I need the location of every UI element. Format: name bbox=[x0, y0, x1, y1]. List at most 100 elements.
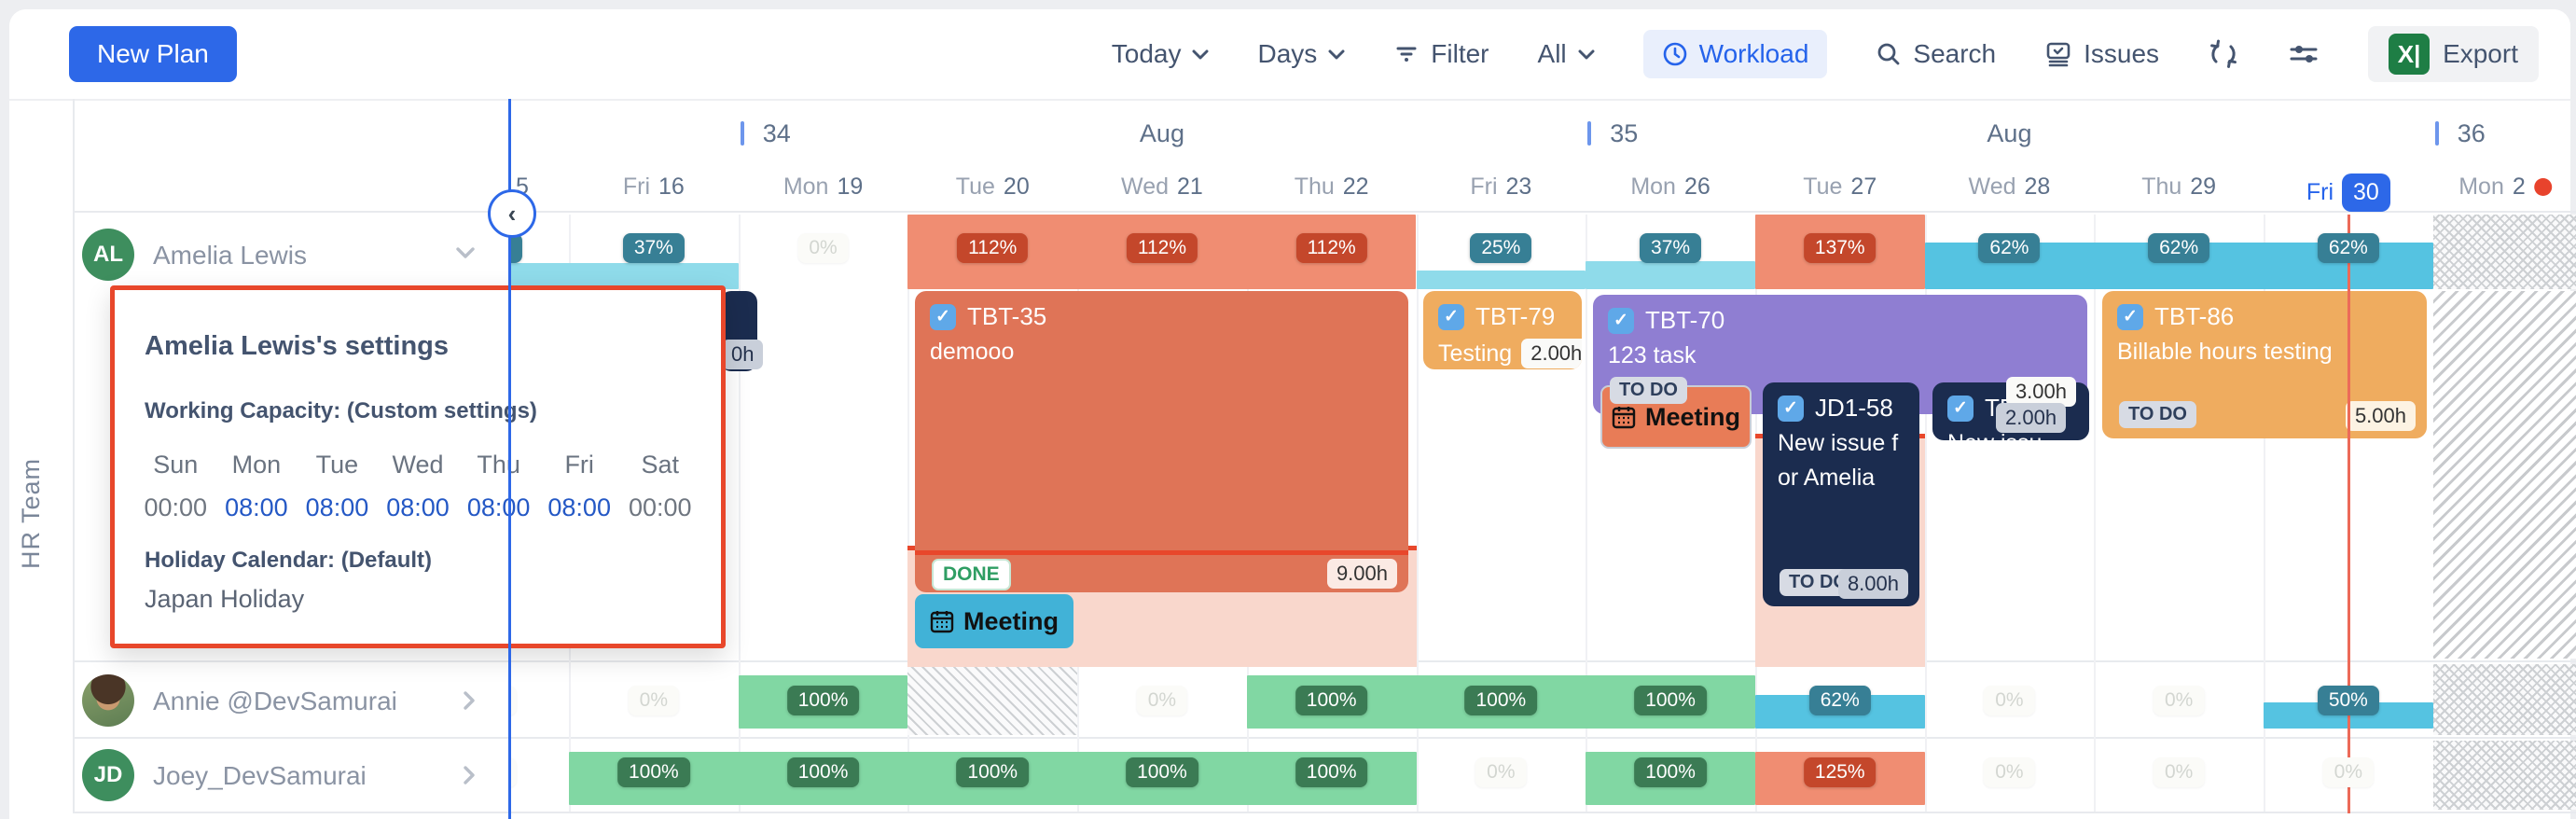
day-header[interactable]: Wed 21 bbox=[1121, 174, 1203, 201]
deadline-dot-icon bbox=[2533, 178, 2552, 196]
hours-badge: 9.00h bbox=[1326, 559, 1397, 589]
day-header[interactable]: Mon 2 bbox=[2458, 174, 2552, 201]
day-name: Fri bbox=[2306, 179, 2334, 205]
utilization-badge[interactable]: 0% bbox=[2322, 757, 2375, 787]
avatar[interactable]: JD bbox=[82, 749, 134, 801]
utilization-badge[interactable]: 0% bbox=[628, 686, 680, 715]
task-checkbox-icon[interactable]: ✓ bbox=[1947, 395, 1974, 422]
chevron-right-icon[interactable] bbox=[463, 690, 476, 711]
view-settings-button[interactable] bbox=[2288, 38, 2320, 70]
utilization-badge[interactable]: 62% bbox=[1978, 233, 2041, 263]
day-number: 29 bbox=[2190, 174, 2217, 200]
grid-line bbox=[2094, 215, 2097, 812]
task-checkbox-icon[interactable]: ✓ bbox=[2117, 303, 2143, 330]
task-header: ✓ TBT-79 bbox=[1423, 291, 1582, 331]
utilization-badge[interactable]: 25% bbox=[1470, 233, 1532, 263]
day-header[interactable]: Fri 16 bbox=[623, 174, 685, 201]
utilization-badge[interactable]: 0% bbox=[1136, 686, 1188, 715]
task-bar[interactable]: ✓ TBT-79 Testing 2.00h bbox=[1423, 291, 1582, 369]
non-working-hatch bbox=[2433, 291, 2576, 659]
sync-button[interactable] bbox=[2208, 38, 2239, 70]
person-name[interactable]: Amelia Lewis bbox=[153, 241, 307, 270]
task-bar[interactable]: ✓ TBT-35 demooo bbox=[915, 291, 1408, 550]
utilization-badge[interactable]: 62% bbox=[1808, 686, 1871, 715]
day-header[interactable]: Mon 19 bbox=[783, 174, 863, 201]
all-dropdown[interactable]: All bbox=[1538, 39, 1595, 69]
utilization-badge[interactable]: 137% bbox=[1803, 233, 1877, 263]
task-summary: Billable hours testing bbox=[2102, 331, 2427, 366]
task-checkbox-icon[interactable]: ✓ bbox=[1608, 307, 1634, 334]
utilization-badge[interactable]: 0% bbox=[1475, 757, 1527, 787]
chevron-down-icon[interactable] bbox=[455, 246, 476, 259]
today-button[interactable]: Today bbox=[1112, 39, 1210, 69]
search-label: Search bbox=[1913, 39, 1997, 68]
filter-button[interactable]: Filter bbox=[1393, 39, 1489, 69]
utilization-badge[interactable]: 0% bbox=[509, 686, 518, 715]
day-header[interactable]: Thu 22 bbox=[1295, 174, 1369, 201]
utilization-badge[interactable]: 100% bbox=[786, 686, 860, 715]
day-header[interactable]: Tue 27 bbox=[1803, 174, 1877, 201]
day-header[interactable]: Fri 23 bbox=[1470, 174, 1531, 201]
export-button[interactable]: X| Export bbox=[2368, 26, 2539, 82]
utilization-badge[interactable]: 100% bbox=[1634, 686, 1707, 715]
issues-button[interactable]: Issues bbox=[2044, 39, 2159, 69]
utilization-badge[interactable]: 100% bbox=[616, 757, 690, 787]
avatar[interactable]: AL bbox=[82, 229, 134, 281]
task-checkbox-icon[interactable]: ✓ bbox=[1778, 395, 1804, 422]
day-header-today[interactable]: Fri 30 bbox=[2306, 174, 2390, 212]
utilization-badge[interactable]: 0% bbox=[2153, 686, 2205, 715]
non-working-hatch bbox=[2432, 664, 2576, 735]
utilization-badge[interactable]: 100% bbox=[1295, 686, 1368, 715]
task-key: TBT-70 bbox=[1645, 306, 1725, 334]
divider bbox=[73, 211, 2576, 213]
utilization-badge[interactable]: 50% bbox=[2317, 686, 2379, 715]
utilization-badge[interactable]: 62% bbox=[2317, 233, 2379, 263]
utilization-badge[interactable]: 100% bbox=[786, 757, 860, 787]
collapse-sidebar-button[interactable]: ‹ bbox=[488, 189, 536, 238]
utilization-badge[interactable]: 100% bbox=[956, 757, 1030, 787]
utilization-badge[interactable]: 112% bbox=[1295, 233, 1367, 263]
days-dropdown[interactable]: Days bbox=[1257, 39, 1345, 69]
utilization-badge[interactable]: 100% bbox=[1464, 686, 1538, 715]
utilization-badge[interactable]: 0% bbox=[2153, 757, 2205, 787]
all-label: All bbox=[1537, 39, 1567, 68]
utilization-badge[interactable]: 37% bbox=[622, 233, 685, 263]
new-plan-button[interactable]: New Plan bbox=[69, 26, 237, 82]
hours-badge: 2.00h bbox=[1996, 403, 2067, 433]
utilization-badge[interactable]: 100% bbox=[1295, 757, 1368, 787]
utilization-badge[interactable]: 0% bbox=[1984, 757, 2035, 787]
non-working-hatch bbox=[2432, 741, 2576, 810]
day-header[interactable]: Mon 26 bbox=[1630, 174, 1710, 201]
day-header[interactable]: Thu 29 bbox=[2141, 174, 2216, 201]
divider bbox=[73, 812, 2576, 813]
day-header[interactable]: Wed 28 bbox=[1969, 174, 2051, 201]
utilization-badge[interactable]: 0% bbox=[797, 233, 849, 263]
utilization-badge[interactable]: 112% bbox=[1126, 233, 1198, 263]
utilization-badge[interactable]: 100% bbox=[1634, 757, 1707, 787]
utilization-badge[interactable]: 125% bbox=[1803, 757, 1877, 787]
workload-toggle[interactable]: Workload bbox=[1642, 30, 1828, 78]
capacity-day-hours: 00:00 08:00 08:00 08:00 08:00 08:00 00:0… bbox=[135, 493, 700, 522]
team-group-label[interactable]: HR Team bbox=[17, 457, 45, 569]
task-checkbox-icon[interactable]: ✓ bbox=[1438, 303, 1464, 330]
avatar[interactable] bbox=[82, 674, 134, 727]
utilization-badge[interactable]: 100% bbox=[1126, 757, 1198, 787]
export-label: Export bbox=[2443, 39, 2518, 68]
utilization-badge[interactable]: 37% bbox=[1640, 233, 1702, 263]
utilization-badge[interactable]: 0% bbox=[1984, 686, 2035, 715]
utilization-badge[interactable]: 0% bbox=[509, 757, 518, 787]
person-name[interactable]: Joey_DevSamurai bbox=[153, 761, 367, 790]
timeline: 343536AugAugThu15Fri16Mon19Tue20Wed21Thu… bbox=[509, 99, 2576, 819]
utilization-badge[interactable]: 112% bbox=[957, 233, 1029, 263]
utilization-badge[interactable]: 62% bbox=[2148, 233, 2210, 263]
workload-label: Workload bbox=[1698, 39, 1809, 68]
search-icon bbox=[1876, 41, 1902, 67]
day-header[interactable]: Tue 20 bbox=[956, 174, 1030, 201]
chevron-right-icon[interactable] bbox=[463, 765, 476, 785]
today-label: Today bbox=[1111, 39, 1182, 68]
meeting-bar[interactable]: Meeting bbox=[915, 594, 1073, 648]
person-name[interactable]: Annie @DevSamurai bbox=[153, 687, 397, 715]
task-checkbox-icon[interactable]: ✓ bbox=[930, 303, 956, 330]
meeting-bar[interactable]: Meeting bbox=[1600, 385, 1752, 449]
search-button[interactable]: Search bbox=[1876, 39, 1996, 69]
